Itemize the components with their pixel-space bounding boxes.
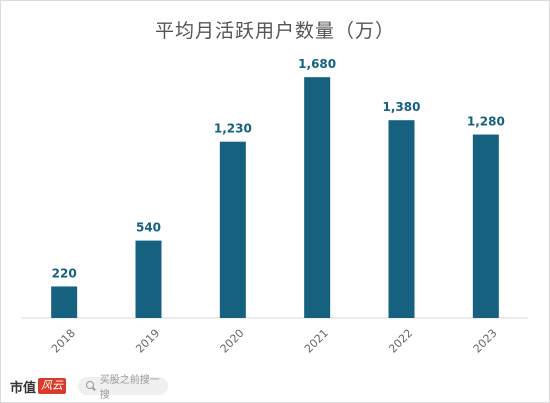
bar-2019[interactable] — [135, 240, 162, 318]
x-tick-label-2021: 2021 — [302, 327, 331, 356]
x-tick-label-2020: 2020 — [218, 327, 247, 356]
bar-2022[interactable] — [388, 120, 415, 318]
x-tick-label-2023: 2023 — [471, 327, 500, 356]
data-label-2023: 1,280 — [467, 115, 505, 129]
data-label-2020: 1,230 — [214, 122, 252, 136]
search-placeholder: 买股之前搜一搜 — [99, 375, 160, 401]
data-label-2019: 540 — [136, 221, 161, 235]
x-tick-label-2018: 2018 — [49, 327, 78, 356]
bar-chart: 220 2018 540 2019 1,230 2020 1,680 2021 1,380 202… — [22, 57, 528, 356]
chart-title: 平均月活跃用户数量（万） — [154, 20, 395, 42]
data-label-2021: 1,680 — [298, 57, 336, 71]
x-tick-label-2022: 2022 — [386, 327, 415, 356]
search-icon — [86, 381, 96, 391]
data-label-2018: 220 — [52, 266, 77, 280]
bar-2018[interactable] — [51, 286, 78, 318]
x-tick-label-2019: 2019 — [133, 327, 162, 356]
bar-2023[interactable] — [472, 134, 499, 318]
search-input[interactable]: 买股之前搜一搜 — [78, 375, 168, 401]
footer: 市值 风云 买股之前搜一搜 — [0, 370, 550, 403]
brand-logo-badge: 风云 — [38, 378, 67, 394]
bar-2020[interactable] — [219, 141, 246, 318]
bar-2021[interactable] — [304, 77, 331, 318]
brand-logo[interactable]: 市值 风云 — [10, 376, 67, 396]
data-label-2022: 1,380 — [383, 100, 421, 114]
brand-logo-text: 市值 — [10, 380, 37, 396]
